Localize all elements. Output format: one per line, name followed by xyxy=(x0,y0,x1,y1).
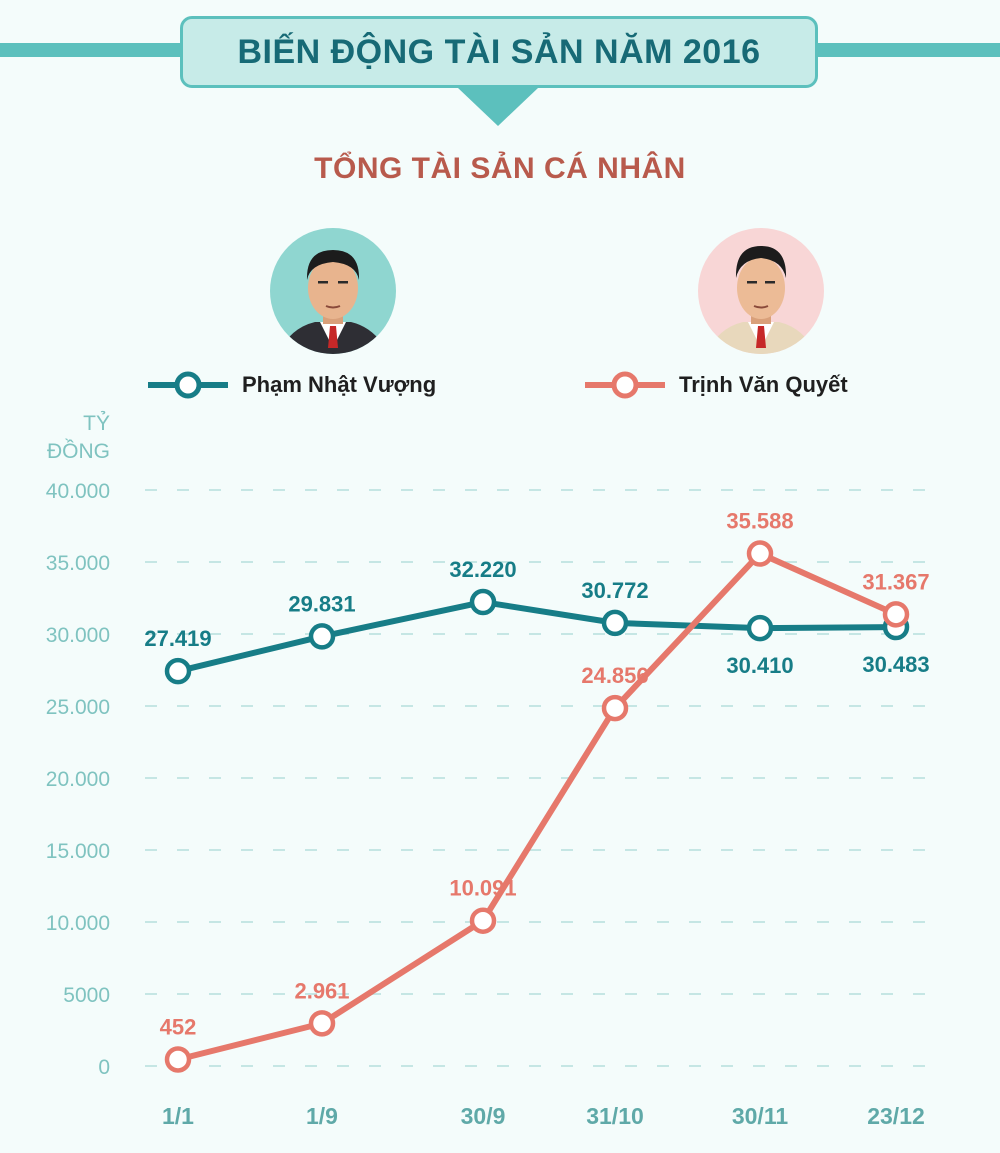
chart-subtitle: TỔNG TÀI SẢN CÁ NHÂN xyxy=(314,152,686,185)
x-tick-label: 31/10 xyxy=(586,1103,644,1129)
data-point xyxy=(164,657,192,685)
y-tick-label: 15.000 xyxy=(46,840,110,863)
data-label: 452 xyxy=(160,1014,197,1039)
data-label: 32.220 xyxy=(449,557,516,582)
y-axis-unit: TỶ ĐỒNG xyxy=(47,410,110,466)
data-label: 24.856 xyxy=(581,663,648,688)
data-point xyxy=(164,1046,192,1073)
legend-label-pham-nhat-vuong: Phạm Nhật Vượng xyxy=(242,372,437,397)
legend-label-trinh-van-quyet: Trịnh Văn Quyết xyxy=(679,372,848,397)
data-point xyxy=(308,623,336,650)
data-point xyxy=(469,907,497,934)
data-label: 30.410 xyxy=(726,653,793,678)
y-tick-label: 5000 xyxy=(63,984,110,1007)
data-label: 29.831 xyxy=(288,591,355,616)
data-point xyxy=(746,540,774,567)
y-tick-label: 20.000 xyxy=(46,768,110,791)
data-label: 27.419 xyxy=(144,626,211,651)
x-tick-label: 1/9 xyxy=(306,1103,338,1129)
data-label: 31.367 xyxy=(862,569,929,594)
y-tick-label: 10.000 xyxy=(46,912,110,935)
legend-item-pham-nhat-vuong: Phạm Nhật Vượng xyxy=(148,370,436,400)
data-label: 35.588 xyxy=(726,509,793,534)
y-tick-label: 35.000 xyxy=(46,552,110,575)
data-point xyxy=(601,609,629,637)
data-point xyxy=(746,614,774,642)
y-axis-unit-line2: ĐỒNG xyxy=(47,440,110,463)
data-label: 2.961 xyxy=(294,978,349,1003)
x-tick-label: 1/1 xyxy=(162,1103,194,1129)
data-label: 10.091 xyxy=(449,876,516,901)
legend-item-trinh-van-quyet: Trịnh Văn Quyết xyxy=(585,370,848,400)
x-tick-label: 23/12 xyxy=(867,1103,925,1129)
legend-marker-coral xyxy=(585,371,665,399)
y-tick-label: 0 xyxy=(98,1056,110,1079)
x-tick-label: 30/11 xyxy=(732,1103,788,1129)
y-axis-unit-line1: TỶ xyxy=(83,412,110,435)
legend-marker-teal xyxy=(148,371,228,399)
avatar-pham-nhat-vuong xyxy=(270,228,396,354)
data-point xyxy=(308,1010,336,1037)
data-point xyxy=(469,588,497,616)
data-label: 30.483 xyxy=(862,652,929,677)
series-line-0 xyxy=(175,599,899,675)
y-tick-label: 40.000 xyxy=(46,480,110,503)
page-title: BIẾN ĐỘNG TÀI SẢN NĂM 2016 xyxy=(237,32,761,71)
x-tick-label: 30/9 xyxy=(461,1103,506,1129)
series-line-1 xyxy=(175,550,899,1063)
title-banner: BIẾN ĐỘNG TÀI SẢN NĂM 2016 xyxy=(180,16,818,88)
y-tick-label: 25.000 xyxy=(46,696,110,719)
banner-pointer xyxy=(458,88,538,126)
y-tick-label: 30.000 xyxy=(46,624,110,647)
data-label: 30.772 xyxy=(581,578,648,603)
data-point xyxy=(882,601,910,628)
avatar-trinh-van-quyet xyxy=(698,228,824,354)
data-point xyxy=(601,694,629,722)
